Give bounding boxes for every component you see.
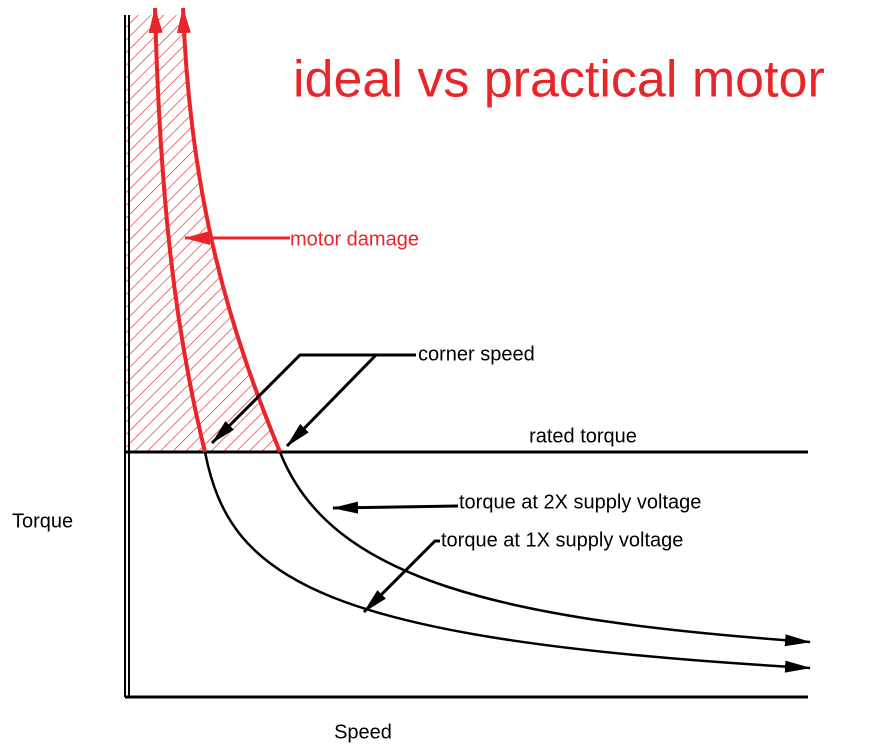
y-axis-label: Torque — [12, 510, 73, 532]
title: ideal vs practical motor — [293, 51, 825, 109]
axes — [124, 15, 808, 699]
motor-damage-label: motor damage — [290, 228, 419, 250]
practical-curves — [203, 451, 811, 673]
x-axis-label: Speed — [334, 721, 392, 743]
torque-1x-label: torque at 1X supply voltage — [441, 529, 683, 551]
torque-2x-label: torque at 2X supply voltage — [459, 491, 701, 513]
rated-torque-label: rated torque — [529, 425, 637, 447]
corner-speed-label: corner speed — [418, 343, 535, 365]
corner-arrows — [210, 353, 459, 614]
ideal-curves — [148, 7, 282, 453]
